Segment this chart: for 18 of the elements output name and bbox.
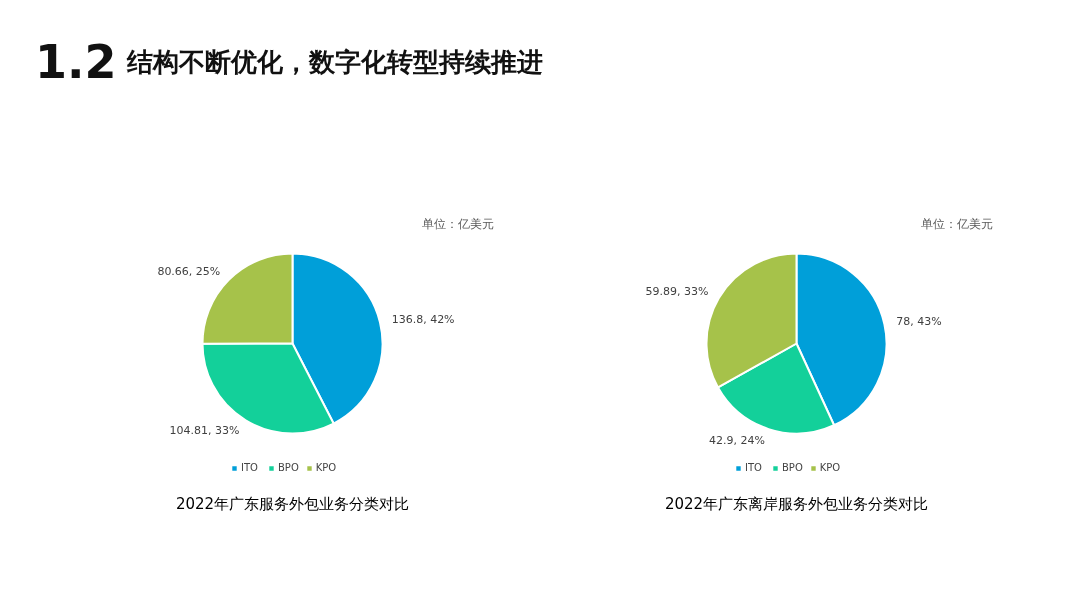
legend-label: ITO (745, 462, 763, 473)
data-label: 59.89, 33% (645, 285, 709, 299)
text: 1.2 (35, 34, 117, 91)
text: 单位：亿美元 (421, 216, 494, 231)
data-label: 136.8, 42% (391, 313, 455, 327)
legend-label: ITO (241, 462, 259, 473)
data-label: 42.9, 24% (708, 433, 765, 447)
text: 结构不断优化，数字化转型持续推进 (126, 46, 543, 80)
text: 2022年广东离岸服务外包业务分类对比 (664, 494, 929, 513)
legend-label: BPO (782, 462, 803, 473)
legend-label: KPO (315, 462, 337, 473)
legend-label: BPO (278, 462, 299, 473)
text: 单位：亿美元 (920, 216, 993, 231)
data-label: 80.66, 25% (157, 264, 221, 278)
data-label: 104.81, 33% (169, 424, 240, 438)
legend-label: KPO (819, 462, 841, 473)
data-label: 78, 43% (896, 315, 942, 329)
text: 2022年广东服务外包业务分类对比 (175, 494, 410, 513)
